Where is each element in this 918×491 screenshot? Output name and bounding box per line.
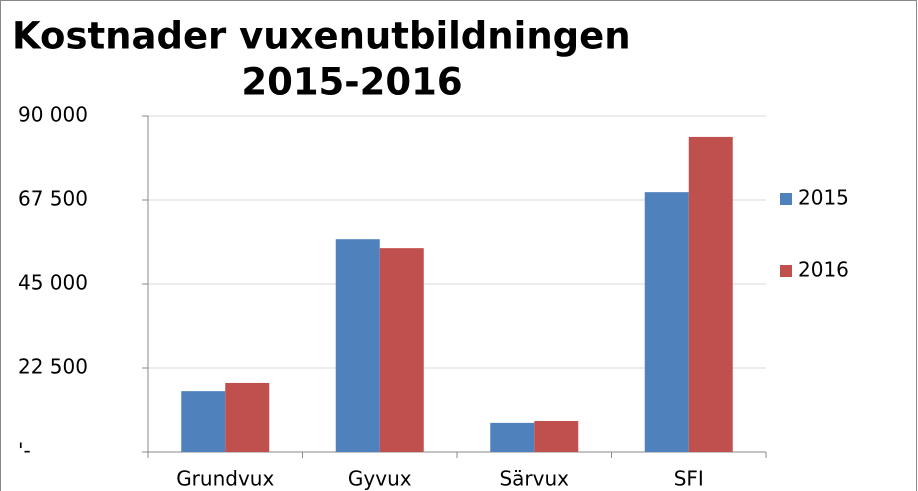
legend-label: 2016 [798, 258, 849, 282]
y-tick-label: 90 000 [18, 103, 88, 127]
bar [490, 422, 535, 452]
chart-title: Kostnader vuxenutbildningen [12, 15, 631, 58]
y-tick-label: 45 000 [18, 271, 88, 295]
bar [225, 382, 270, 452]
legend-swatch [780, 193, 792, 205]
bar [379, 248, 424, 452]
x-tick-label: SFI [674, 467, 704, 491]
legend-swatch [780, 265, 792, 277]
x-tick-label: Gyvux [348, 467, 412, 491]
bar [534, 421, 579, 452]
chart-title: 2015-2016 [241, 61, 462, 104]
bar [688, 136, 733, 452]
bar [181, 391, 226, 452]
legend-label: 2015 [798, 186, 849, 210]
y-tick-label: 22 500 [18, 355, 88, 379]
bar [335, 239, 380, 452]
x-tick-label: Särvux [499, 467, 569, 491]
y-tick-label: 67 500 [18, 187, 88, 211]
x-tick-label: Grundvux [176, 467, 274, 491]
bar [644, 192, 689, 452]
y-tick-label: '- [18, 439, 31, 463]
